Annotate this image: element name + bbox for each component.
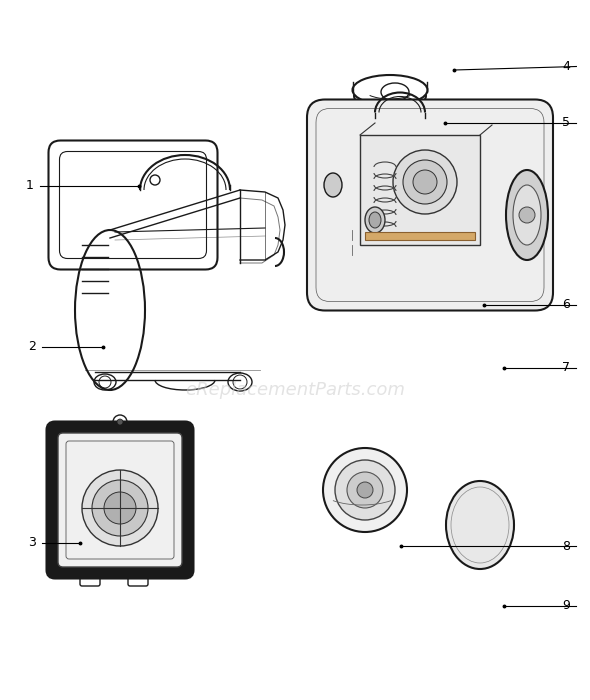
Text: 7: 7 [562,361,571,374]
FancyBboxPatch shape [378,151,402,169]
Circle shape [104,492,136,524]
Ellipse shape [513,185,541,245]
Ellipse shape [369,212,381,228]
Text: 2: 2 [28,340,37,353]
Text: 8: 8 [562,540,571,552]
FancyBboxPatch shape [307,99,553,311]
Text: 3: 3 [28,536,37,549]
Circle shape [323,448,407,532]
Circle shape [92,480,148,536]
Circle shape [413,170,437,194]
FancyBboxPatch shape [47,422,193,578]
Ellipse shape [365,207,385,233]
Ellipse shape [506,170,548,260]
Ellipse shape [446,481,514,569]
Circle shape [335,460,395,520]
Circle shape [117,419,123,425]
Text: eReplacementParts.com: eReplacementParts.com [185,381,405,399]
Text: 5: 5 [562,116,571,129]
Circle shape [393,150,457,214]
Bar [365,232,475,240]
Bar [360,135,480,245]
Ellipse shape [324,173,342,197]
Circle shape [357,482,373,498]
FancyBboxPatch shape [58,433,182,567]
Text: 4: 4 [562,60,571,73]
Circle shape [82,470,158,546]
Text: 1: 1 [25,179,34,192]
Circle shape [403,160,447,204]
Text: 9: 9 [562,599,571,612]
Circle shape [519,207,535,223]
Text: 6: 6 [562,298,571,311]
Circle shape [347,472,383,508]
Circle shape [386,156,394,164]
